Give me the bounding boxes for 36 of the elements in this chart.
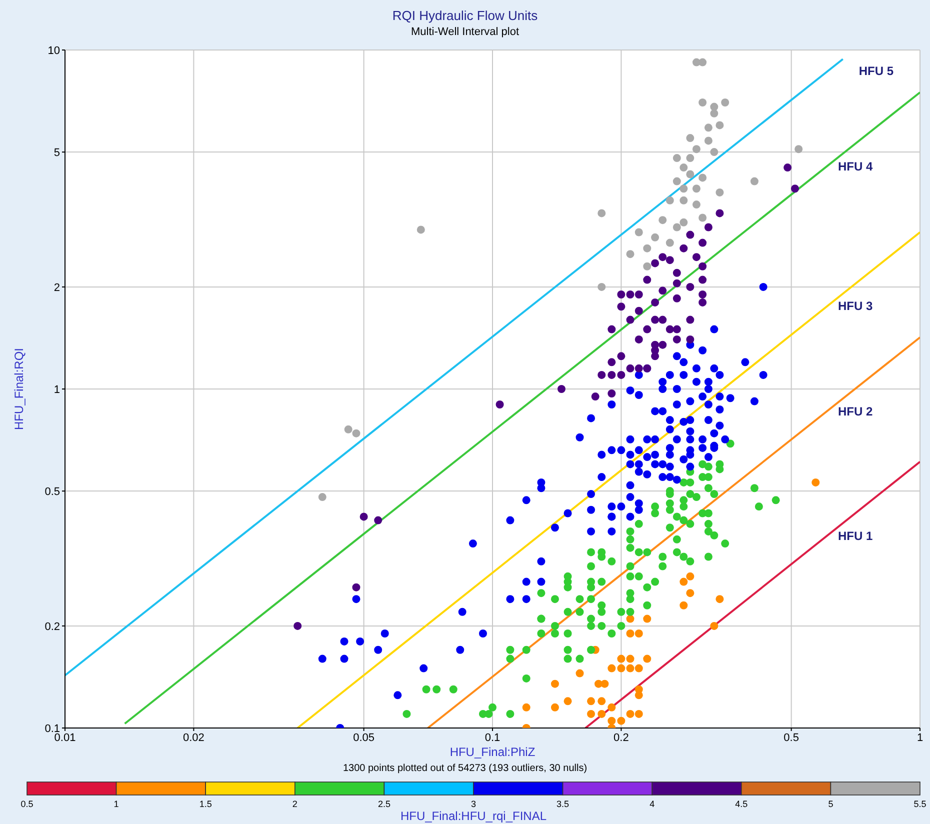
color-bar-label: 4	[650, 799, 655, 809]
color-bar-label: 1	[114, 799, 119, 809]
color-bar-label: 2.5	[378, 799, 390, 809]
color-bar-label: 3.5	[556, 799, 570, 809]
y-tick-label: 5	[54, 146, 60, 159]
color-bar-title: HFU_Final:HFU_rqi_FINAL	[400, 809, 547, 823]
y-tick-label: 10	[48, 44, 60, 57]
text: 1300 points plotted out of 54273 (193 outliers, 30 nulls)	[342, 763, 588, 774]
color-bar-label: 5	[828, 799, 834, 809]
x-tick-label: 1	[916, 732, 924, 744]
color-scale: 0.5 1 1.5 2 2.5 3 3.5 4 4.5 5 5.5 HFU_Final:HFU_rqi_FINAL	[0, 780, 930, 824]
color-bar-label: 4.5	[735, 799, 748, 809]
series-label: HFU 4	[838, 159, 873, 174]
color-bar-label: 5.5	[914, 799, 926, 809]
series-label: HFU 3	[838, 299, 873, 314]
x-tick-label: 0.5	[784, 732, 799, 744]
chart-title: RQI Hydraulic Flow Units	[391, 8, 539, 23]
series-label: HFU 1	[838, 528, 873, 543]
y-axis-title: HFU_Final:RQI	[12, 348, 26, 430]
x-tick-label: 0.2	[614, 732, 629, 744]
color-bar-label: 1.5	[199, 799, 212, 809]
y-tick-label: 0.2	[44, 620, 60, 633]
x-axis-title: HFU_Final:PhiZ	[448, 745, 536, 759]
x-tick-label: 0.01	[54, 732, 76, 744]
x-tick-label: 0.1	[484, 732, 500, 744]
y-tick-label: 1	[54, 384, 60, 396]
y-tick-label: 0.5	[44, 486, 60, 498]
y-tick-label: 2	[54, 282, 60, 294]
series-label: HFU 5	[858, 64, 894, 78]
x-tick-label: 0.05	[353, 732, 375, 744]
chart-subtitle: Multi-Well Interval plot	[410, 26, 520, 38]
color-bar-label: 3	[470, 799, 476, 809]
x-tick-label: 0.02	[182, 732, 204, 744]
series-label: HFU 2	[838, 404, 873, 418]
color-bar-label: 0.5	[20, 799, 34, 809]
color-bar-label: 2	[292, 799, 298, 809]
